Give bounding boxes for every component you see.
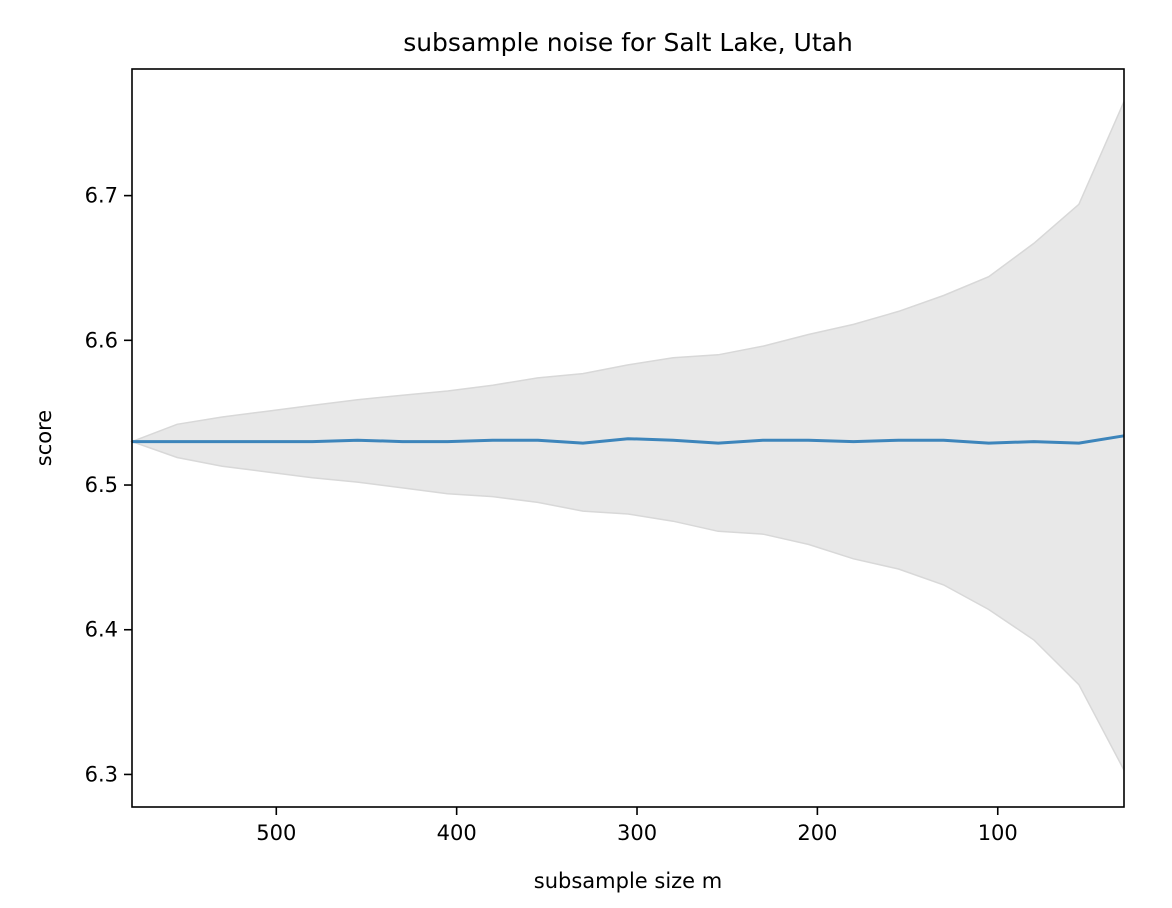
- axes-frame: [131, 68, 1125, 808]
- x-tick-label: 300: [617, 821, 657, 845]
- x-tick-label: 500: [256, 821, 296, 845]
- y-tick-label: 6.4: [85, 618, 118, 642]
- y-tick-label: 6.7: [85, 184, 118, 208]
- score-line: [132, 434, 1125, 445]
- y-axis-label: score: [32, 410, 56, 466]
- x-axis-ticks: 500 400 300 200 100: [256, 807, 1018, 845]
- y-tick-label: 6.3: [85, 762, 118, 786]
- y-axis-ticks: 6.3 6.4 6.5 6.6 6.7: [85, 184, 132, 786]
- x-tick-label: 200: [797, 821, 837, 845]
- x-tick-label: 400: [437, 821, 477, 845]
- y-tick-label: 6.5: [85, 473, 118, 497]
- x-tick-label: 100: [978, 821, 1018, 845]
- y-tick-label: 6.6: [85, 328, 118, 352]
- x-axis-label: subsample size m: [534, 869, 722, 893]
- chart-title: subsample noise for Salt Lake, Utah: [403, 28, 853, 57]
